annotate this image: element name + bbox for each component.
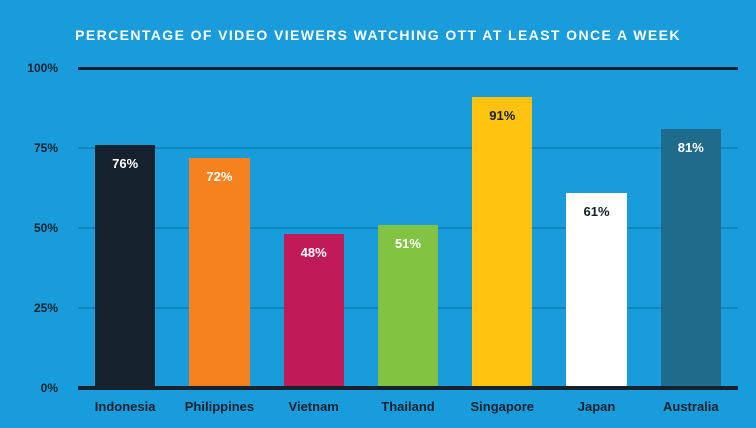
bar-value-label-singapore: 91% [489,107,516,123]
bar-value-label-thailand: 51% [394,235,421,251]
chart-title: PERCENTAGE OF VIDEO VIEWERS WATCHING OTT… [75,27,681,43]
x-axis-label-philippines: Philippines [184,399,255,414]
bar-value-label-australia: 81% [677,139,704,155]
x-axis-label-vietnam: Vietnam [288,399,339,414]
bar-value-label-indonesia: 76% [112,155,139,171]
y-tick-label-50: 50% [33,221,58,235]
y-tick-label-100: 100% [27,61,58,75]
x-axis-label-indonesia: Indonesia [94,399,156,414]
y-tick-label-0: 0% [40,381,58,395]
bar-value-label-japan: 61% [583,203,610,219]
bar-slot-philippines: 72% [172,68,266,388]
bar-indonesia: 76% [94,144,156,388]
bar-value-label-philippines: 72% [206,168,233,184]
gridline-75 [78,147,738,149]
bar-japan: 61% [566,192,627,388]
bar-philippines: 72% [189,157,250,388]
bar-slot-australia: 81% [644,68,738,388]
bar-vietnam: 48% [283,234,344,388]
x-axis-label-thailand: Thailand [381,399,435,414]
y-axis: 0% 25% 50% 75% 100% [0,61,70,395]
bar-value-label-vietnam: 48% [300,245,327,261]
bar-slot-japan: 61% [549,68,643,388]
bar-slot-thailand: 51% [361,68,455,388]
x-axis-labels: Indonesia Philippines Vietnam Thailand Singa… [78,392,738,424]
plot-area: 76% 72% 48% 51% 91% 61% 81% [78,66,738,390]
y-tick-label-75: 75% [33,141,58,155]
x-axis-line [78,386,738,390]
bar-thailand: 51% [377,224,439,388]
x-axis-label-australia: Australia [663,399,719,414]
bar-slot-indonesia: 76% [78,68,172,388]
top-axis-line [78,66,738,70]
bar-australia: 81% [660,128,721,388]
bar-slot-vietnam: 48% [267,68,361,388]
bar-singapore: 91% [472,96,533,388]
bar-slot-singapore: 91% [455,68,549,388]
x-axis-label-singapore: Singapore [470,399,535,414]
x-axis-label-japan: Japan [577,399,616,414]
bars-row: 76% 72% 48% 51% 91% 61% 81% [78,68,738,388]
y-tick-label-25: 25% [33,301,58,315]
